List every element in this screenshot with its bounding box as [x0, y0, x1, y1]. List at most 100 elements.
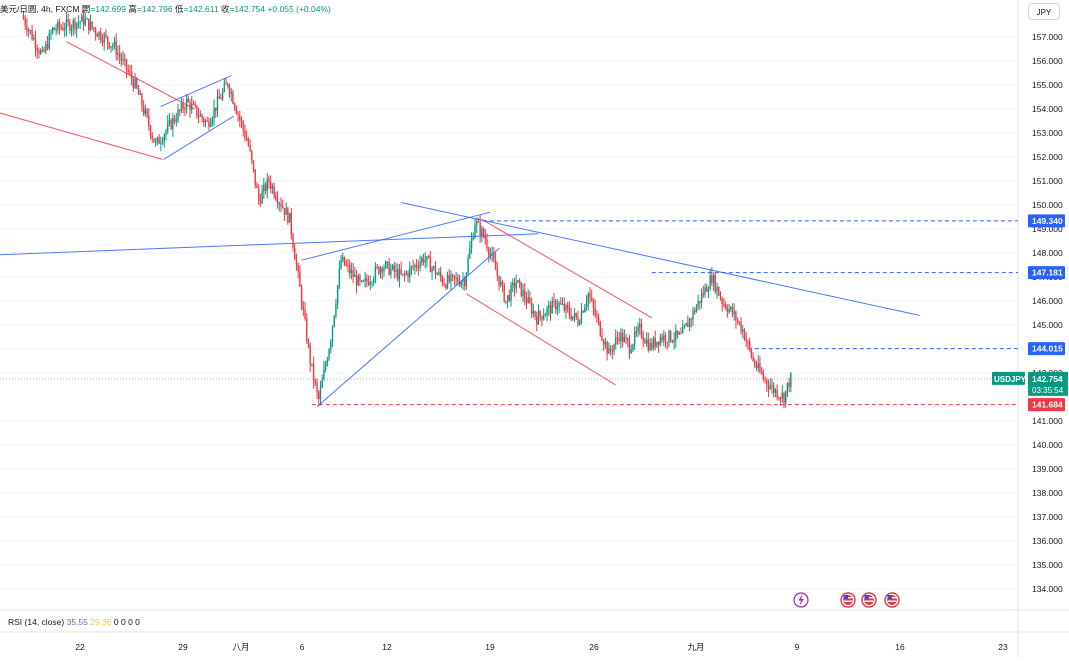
candle-body — [640, 324, 643, 337]
candle-body — [51, 27, 54, 33]
time-axis[interactable]: 22 29 八月 6 12 19 26 九月 9 16 23 — [75, 642, 1008, 652]
candle-body — [585, 302, 588, 307]
candle-body — [529, 297, 531, 303]
candle — [549, 301, 552, 321]
candle — [659, 333, 662, 347]
candle — [747, 339, 749, 350]
candle — [603, 338, 605, 352]
candle-body — [759, 362, 761, 372]
price-tick-label: 148.000 — [1032, 248, 1063, 258]
candle-body — [371, 282, 373, 284]
candle-body — [180, 102, 183, 111]
candle — [122, 51, 124, 66]
candle — [647, 332, 650, 353]
candle — [402, 273, 404, 277]
candle-body — [233, 103, 236, 109]
candle — [227, 82, 229, 89]
candle — [280, 197, 282, 213]
candle — [367, 275, 370, 287]
candle-body — [263, 184, 265, 192]
candle — [488, 246, 490, 263]
candle — [501, 279, 504, 293]
candle-body — [297, 264, 299, 272]
candle — [515, 274, 517, 294]
candle-body — [421, 257, 423, 263]
candle — [560, 296, 562, 305]
candle-body — [712, 275, 715, 284]
rsi-legend[interactable]: RSI (14, close) 35.55 29.36 0 0 0 0 — [8, 617, 140, 627]
candle-body — [373, 279, 375, 283]
candle-body — [642, 336, 644, 341]
candle-body — [530, 302, 533, 314]
candle — [776, 384, 778, 401]
candle — [235, 105, 238, 115]
candle — [774, 388, 777, 398]
candle-body — [170, 119, 172, 129]
candle-body — [757, 362, 759, 369]
candle-body — [70, 27, 73, 31]
candle — [283, 207, 286, 221]
candle — [91, 21, 93, 30]
candle-body — [76, 23, 78, 30]
candle-body — [560, 303, 562, 305]
candle-body — [318, 392, 320, 400]
candle-body — [309, 345, 311, 365]
candle — [500, 276, 502, 288]
candle-body — [271, 186, 274, 189]
candle — [493, 247, 495, 263]
candle-body — [89, 21, 92, 31]
candle-body — [240, 119, 243, 122]
candle-body — [400, 269, 402, 274]
candle — [27, 27, 30, 38]
us-flag-icon[interactable] — [861, 592, 877, 608]
candle — [584, 304, 586, 313]
symbol-name[interactable]: 美元/日圆 — [0, 4, 37, 14]
us-flag-icon[interactable] — [840, 592, 856, 608]
candle — [69, 19, 71, 34]
candle — [409, 261, 411, 284]
candle-body — [747, 341, 749, 343]
candle — [137, 85, 140, 95]
candle-body — [769, 386, 771, 389]
candle-body — [621, 332, 624, 342]
candle — [415, 259, 418, 272]
candle — [144, 104, 147, 117]
lightning-icon[interactable] — [793, 592, 809, 608]
candle-body — [139, 93, 141, 95]
candle-body — [213, 107, 215, 119]
candle — [64, 22, 66, 38]
candle — [259, 193, 262, 207]
candle-body — [163, 135, 165, 142]
candle-body — [397, 269, 399, 280]
us-flag-icon[interactable] — [884, 592, 900, 608]
candle-body — [290, 212, 292, 235]
candle-body — [718, 286, 720, 296]
close-value: =142.754 — [229, 4, 266, 14]
candle-body — [723, 304, 725, 306]
candle — [764, 376, 766, 384]
candle-body — [379, 268, 382, 274]
candle — [261, 184, 263, 205]
candle-body — [790, 373, 792, 388]
candle — [295, 253, 298, 271]
event-markers[interactable] — [793, 592, 900, 608]
currency-button[interactable]: JPY — [1028, 3, 1060, 20]
candle-body — [388, 261, 390, 275]
candle — [318, 389, 320, 406]
candle — [209, 117, 212, 128]
candle-body — [527, 297, 529, 303]
candle — [130, 64, 133, 86]
price-tag-box — [1028, 398, 1065, 412]
time-tick-label: 6 — [300, 642, 305, 652]
candle-body — [228, 85, 231, 94]
candle — [433, 265, 435, 271]
candle — [297, 262, 299, 279]
candle — [31, 24, 33, 41]
candle — [203, 116, 205, 127]
candle — [352, 262, 354, 284]
candle — [718, 286, 720, 297]
price-axis[interactable]: 157.000 156.000 155.000 154.000 153.000 152.0… — [1032, 32, 1063, 594]
candle-body — [127, 69, 129, 72]
